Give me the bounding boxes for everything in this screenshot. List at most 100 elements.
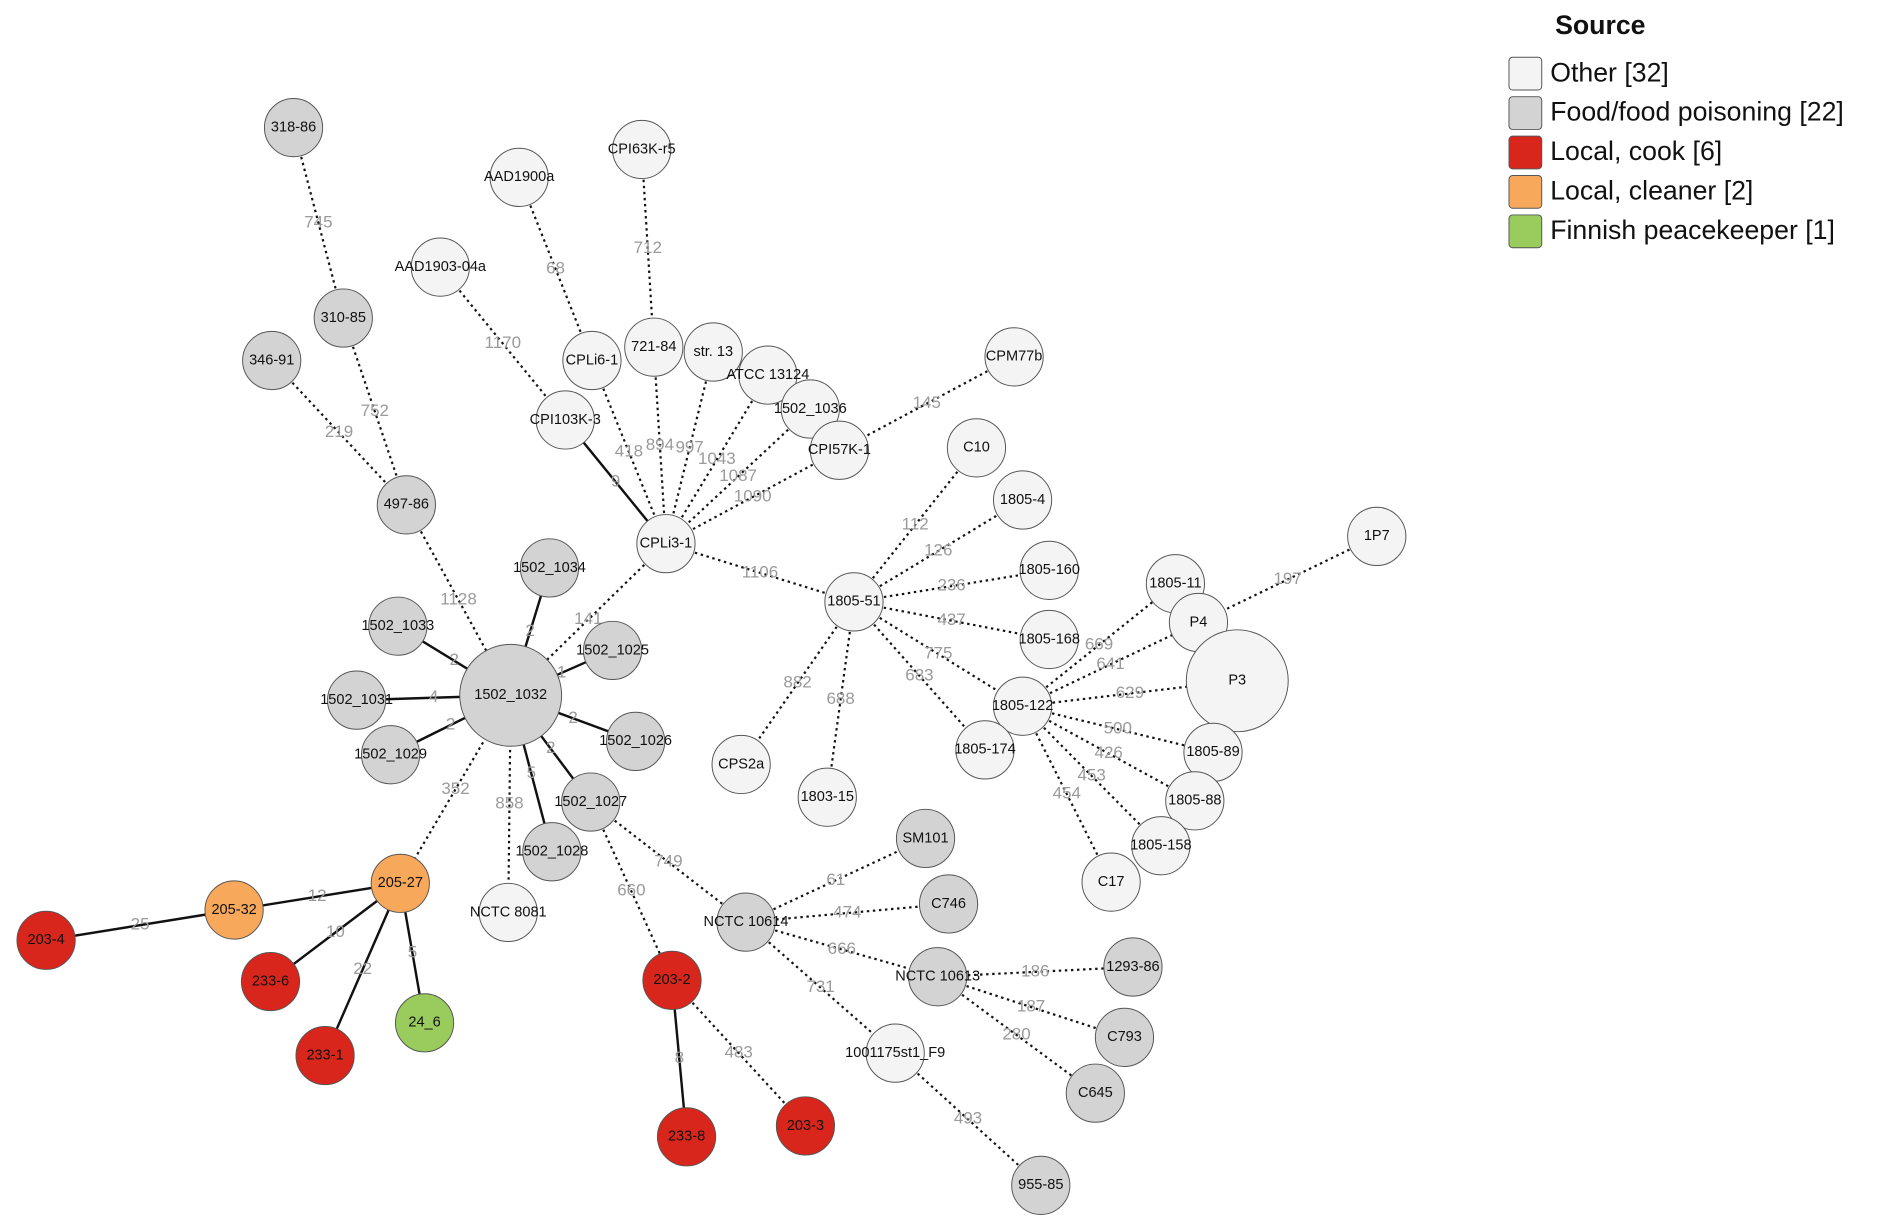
edge-label: 352: [441, 779, 469, 798]
legend-label: Local, cleaner [2]: [1550, 176, 1753, 206]
node: [992, 676, 1053, 736]
node: [797, 767, 857, 827]
node: [918, 874, 979, 934]
edge: [853, 600, 1024, 708]
legend-label: Finnish peacekeeper [1]: [1550, 215, 1835, 245]
node: [1081, 852, 1141, 912]
edge: [323, 882, 402, 1057]
edge-label: 858: [495, 793, 523, 812]
node-label: CPM77b: [986, 349, 1043, 365]
edge: [665, 449, 840, 545]
edge-label: 236: [937, 576, 965, 595]
edge-label: 669: [1085, 634, 1113, 653]
edge: [740, 601, 855, 766]
node-label: 1805-51: [827, 594, 880, 610]
node-label: 346-91: [249, 352, 294, 368]
node-label: NCTC 10613: [895, 969, 980, 985]
node: [313, 288, 373, 348]
node-label: 1805-122: [992, 698, 1053, 714]
node-label: 1293-86: [1106, 959, 1159, 975]
node: [1347, 506, 1407, 566]
node: [624, 317, 684, 377]
node: [716, 892, 776, 952]
node-label: 1805-4: [1000, 492, 1045, 508]
node-label: 318-86: [271, 119, 316, 135]
edge-label: 10: [326, 922, 345, 941]
edge-label: 894: [646, 435, 674, 454]
edge: [665, 374, 769, 545]
node-label: 310-85: [321, 310, 366, 326]
edge-label: 186: [1021, 961, 1049, 980]
node: [562, 330, 622, 391]
edge: [439, 266, 567, 421]
node-label: 1502_1036: [774, 401, 847, 417]
node-label: 205-32: [211, 902, 256, 918]
node: [561, 772, 621, 832]
node: [489, 147, 549, 207]
node: [683, 322, 743, 382]
edge-label: 2: [525, 621, 534, 640]
edge: [270, 359, 408, 506]
node: [984, 327, 1044, 387]
edge: [292, 127, 345, 319]
node-label: 233-8: [668, 1129, 705, 1145]
edge: [664, 351, 715, 544]
node-label: CPI63K-r5: [608, 141, 676, 157]
edge: [745, 921, 896, 1054]
node-label: CPLi3-1: [640, 536, 693, 552]
edge-label: 426: [1095, 743, 1123, 762]
edge-label: 882: [783, 673, 811, 692]
edge-label: 126: [924, 540, 952, 559]
edge: [342, 317, 408, 506]
edge-label: 453: [1078, 765, 1106, 784]
node-label: P4: [1190, 614, 1208, 630]
edge-label: 5: [408, 943, 417, 962]
edge: [853, 600, 1050, 641]
edge: [745, 837, 926, 924]
node: [360, 725, 421, 785]
edge: [652, 347, 668, 544]
node-label: C10: [963, 440, 990, 456]
edge-label: 745: [304, 212, 332, 231]
node: [775, 1096, 836, 1156]
node-label: 1803-15: [801, 789, 854, 805]
edge-label: 688: [826, 689, 854, 708]
node-label: 203-3: [787, 1118, 824, 1134]
node-label: C17: [1098, 874, 1125, 890]
node-label: 955-85: [1018, 1177, 1063, 1193]
node: [711, 734, 771, 795]
legend-swatch: [1508, 56, 1543, 91]
edge: [589, 801, 674, 981]
edge-label: 1106: [742, 562, 779, 581]
node: [582, 620, 643, 681]
node: [1131, 816, 1191, 876]
node-label: 203-2: [653, 972, 690, 988]
node: [16, 910, 76, 970]
edge: [1022, 621, 1199, 708]
edge: [1021, 705, 1113, 883]
edge-label: 1170: [485, 333, 522, 352]
edge: [937, 965, 1134, 978]
legend-label: Other [32]: [1550, 57, 1669, 87]
node: [478, 882, 538, 943]
node-label: 203-4: [27, 932, 64, 948]
node-label: 1502_1031: [320, 692, 393, 708]
edge-label: 1: [557, 662, 566, 681]
node: [1103, 937, 1163, 997]
node: [636, 514, 696, 574]
node-label: P3: [1228, 673, 1246, 689]
node-label: 1502_1034: [513, 560, 586, 576]
edge-label: 500: [1104, 719, 1132, 738]
edge: [937, 975, 1125, 1039]
edge-label: 641: [1096, 654, 1124, 673]
node-label: 497-86: [384, 497, 429, 513]
edge-label: 1090: [734, 486, 772, 505]
edge-label: 1128: [440, 590, 476, 609]
edge-label: 629: [1116, 683, 1144, 702]
edge-label: 12: [308, 886, 327, 905]
node: [824, 572, 884, 632]
edge-label: 68: [546, 258, 565, 277]
node-label: str. 13: [693, 344, 733, 360]
edge: [1022, 705, 1214, 754]
